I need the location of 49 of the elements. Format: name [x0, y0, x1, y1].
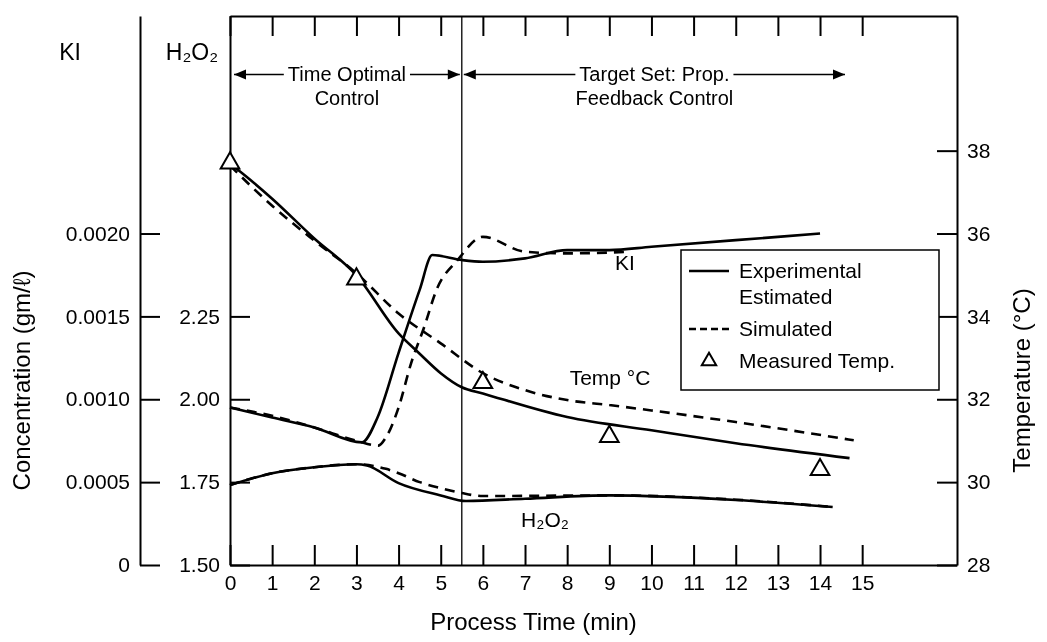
legend-label: Experimental Estimated [739, 259, 862, 308]
point [599, 424, 620, 443]
text: H₂O₂ [165, 39, 219, 65]
x-tick-label: 11 [683, 570, 705, 594]
annotation: Target Set: Prop. Feedback Control [575, 63, 734, 110]
x-tick-label: 13 [766, 570, 791, 594]
y2-tick-label: 34 [967, 304, 991, 328]
x-tick-label: 1 [266, 570, 279, 594]
x-tick-label: 8 [561, 570, 574, 594]
legend-label: Simulated [739, 317, 833, 340]
y-tick-label: 0 [118, 553, 130, 577]
point [472, 370, 494, 390]
y2-axis-title: Temperature (°C) [1008, 288, 1035, 473]
x-tick-label: 6 [477, 570, 490, 594]
y2-tick-label: 30 [967, 470, 991, 494]
point [346, 267, 367, 286]
y-tick-label: 0.0020 [65, 221, 130, 245]
x-tick-label: 14 [808, 570, 833, 594]
legend-label: Measured Temp. [739, 349, 896, 372]
y-tick-label: 0.0010 [65, 387, 130, 411]
x-tick-label: 2 [308, 570, 321, 594]
x-tick-label: 12 [724, 570, 748, 594]
y-tick-label: 0.0005 [65, 470, 130, 494]
x-tick-label: 5 [435, 570, 448, 594]
x-tick-label: 4 [393, 570, 406, 594]
text: KI [59, 39, 81, 65]
x-tick-label: 0 [224, 570, 237, 594]
x-tick-label: 3 [351, 570, 363, 594]
x-tick-label: 15 [850, 570, 875, 594]
y2-tick-label: 36 [967, 221, 991, 245]
y3-tick-label: 2.25 [179, 304, 220, 328]
y-axis-title: Concentration (gm/ℓ) [8, 270, 35, 491]
y3-tick-label: 2.00 [179, 387, 220, 411]
y2-tick-label: 32 [967, 387, 991, 411]
y3-tick-label: 1.50 [179, 553, 220, 577]
x-tick-label: 7 [519, 570, 532, 594]
x-axis-title: Process Time (min) [430, 608, 637, 635]
annotation: Temp °C [569, 366, 651, 389]
y-tick-label: 0.0015 [65, 304, 130, 328]
point [809, 457, 831, 477]
point [219, 151, 241, 170]
annotation: KI [615, 251, 635, 274]
y2-tick-label: 28 [967, 553, 991, 577]
x-tick-label: 9 [603, 570, 616, 594]
y3-tick-label: 1.75 [179, 470, 220, 494]
x-tick-label: 10 [640, 570, 664, 594]
annotation: Time Optimal Control [287, 63, 406, 110]
y2-tick-label: 38 [967, 138, 991, 162]
annotation: H₂O₂ [521, 508, 569, 531]
